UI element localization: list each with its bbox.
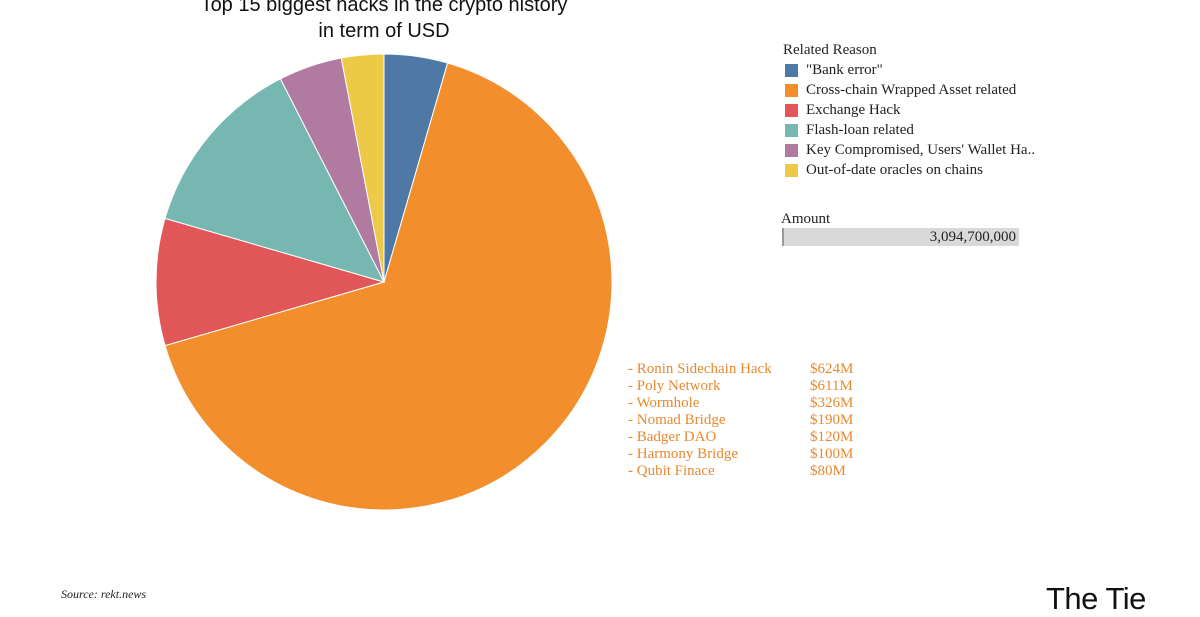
legend-swatch	[785, 143, 798, 157]
hack-name: - Poly Network	[628, 378, 721, 394]
chart-title-line2: in term of USD	[318, 20, 450, 42]
amount-bar: 3,094,700,000	[782, 228, 1019, 246]
hack-row: - Nomad Bridge $190M	[628, 412, 853, 429]
hack-name: - Ronin Sidechain Hack	[628, 361, 772, 377]
hack-name: - Wormhole	[628, 395, 700, 411]
legend-label: Key Compromised, Users' Wallet Ha..	[806, 141, 1036, 158]
hack-name: - Qubit Finace	[628, 463, 715, 479]
pie-slice[interactable]	[340, 53, 385, 283]
legend-item[interactable]: Exchange Hack	[783, 100, 1035, 120]
legend-item[interactable]: Flash-loan related	[783, 120, 1035, 140]
legend-label: "Bank error"	[806, 61, 883, 78]
legend-swatch	[785, 163, 798, 177]
hack-name: - Badger DAO	[628, 429, 717, 445]
legend-swatch	[785, 63, 798, 77]
hack-amount: $120M	[810, 429, 854, 445]
hack-name: - Harmony Bridge	[628, 446, 738, 462]
hack-amount: $80M	[810, 463, 846, 479]
legend-item[interactable]: "Bank error"	[783, 60, 1035, 80]
legend-swatch	[785, 103, 798, 117]
hack-row: - Poly Network $611M	[628, 378, 853, 395]
pie-slice[interactable]	[164, 62, 613, 511]
brand-logo: The Tie	[1046, 581, 1146, 616]
hack-amount: $100M	[810, 446, 854, 462]
hack-row: - Ronin Sidechain Hack $624M	[628, 361, 853, 378]
pie-slice[interactable]	[164, 78, 385, 283]
legend-item[interactable]: Key Compromised, Users' Wallet Ha..	[783, 140, 1035, 160]
legend-label: Exchange Hack	[806, 101, 901, 118]
legend-item[interactable]: Out-of-date oracles on chains	[783, 160, 1035, 180]
hack-annotation-list: - Ronin Sidechain Hack $624M - Poly Netw…	[628, 361, 853, 480]
amount-title: Amount	[781, 211, 831, 227]
hack-name: - Nomad Bridge	[628, 412, 726, 428]
chart-title-line1: Top 15 biggest hacks in the crypto histo…	[200, 0, 568, 16]
hack-amount: $624M	[810, 361, 854, 377]
amount-value: 3,094,700,000	[929, 229, 1016, 245]
chart-title: Top 15 biggest hacks in the crypto histo…	[150, 0, 618, 44]
amount-legend: Amount 3,094,700,000	[781, 210, 1019, 246]
legend-item[interactable]: Cross-chain Wrapped Asset related	[783, 80, 1035, 100]
legend-label: Flash-loan related	[806, 121, 914, 138]
hack-row: - Qubit Finace $80M	[628, 463, 853, 480]
hack-amount: $190M	[810, 412, 854, 428]
legend-label: Cross-chain Wrapped Asset related	[806, 81, 1017, 98]
pie-chart	[155, 53, 613, 511]
legend: Related Reason "Bank error" Cross-chain …	[783, 41, 1035, 180]
pie-slice[interactable]	[155, 217, 386, 347]
hack-row: - Harmony Bridge $100M	[628, 446, 853, 463]
legend-title: Related Reason	[783, 42, 877, 58]
source-note: Source: rekt.news	[61, 587, 147, 601]
hack-row: - Wormhole $326M	[628, 395, 853, 412]
hack-row: - Badger DAO $120M	[628, 429, 853, 446]
hack-amount: $326M	[810, 395, 854, 411]
hack-amount: $611M	[810, 378, 853, 394]
legend-swatch	[785, 123, 798, 137]
legend-swatch	[785, 83, 798, 97]
legend-label: Out-of-date oracles on chains	[806, 161, 984, 178]
